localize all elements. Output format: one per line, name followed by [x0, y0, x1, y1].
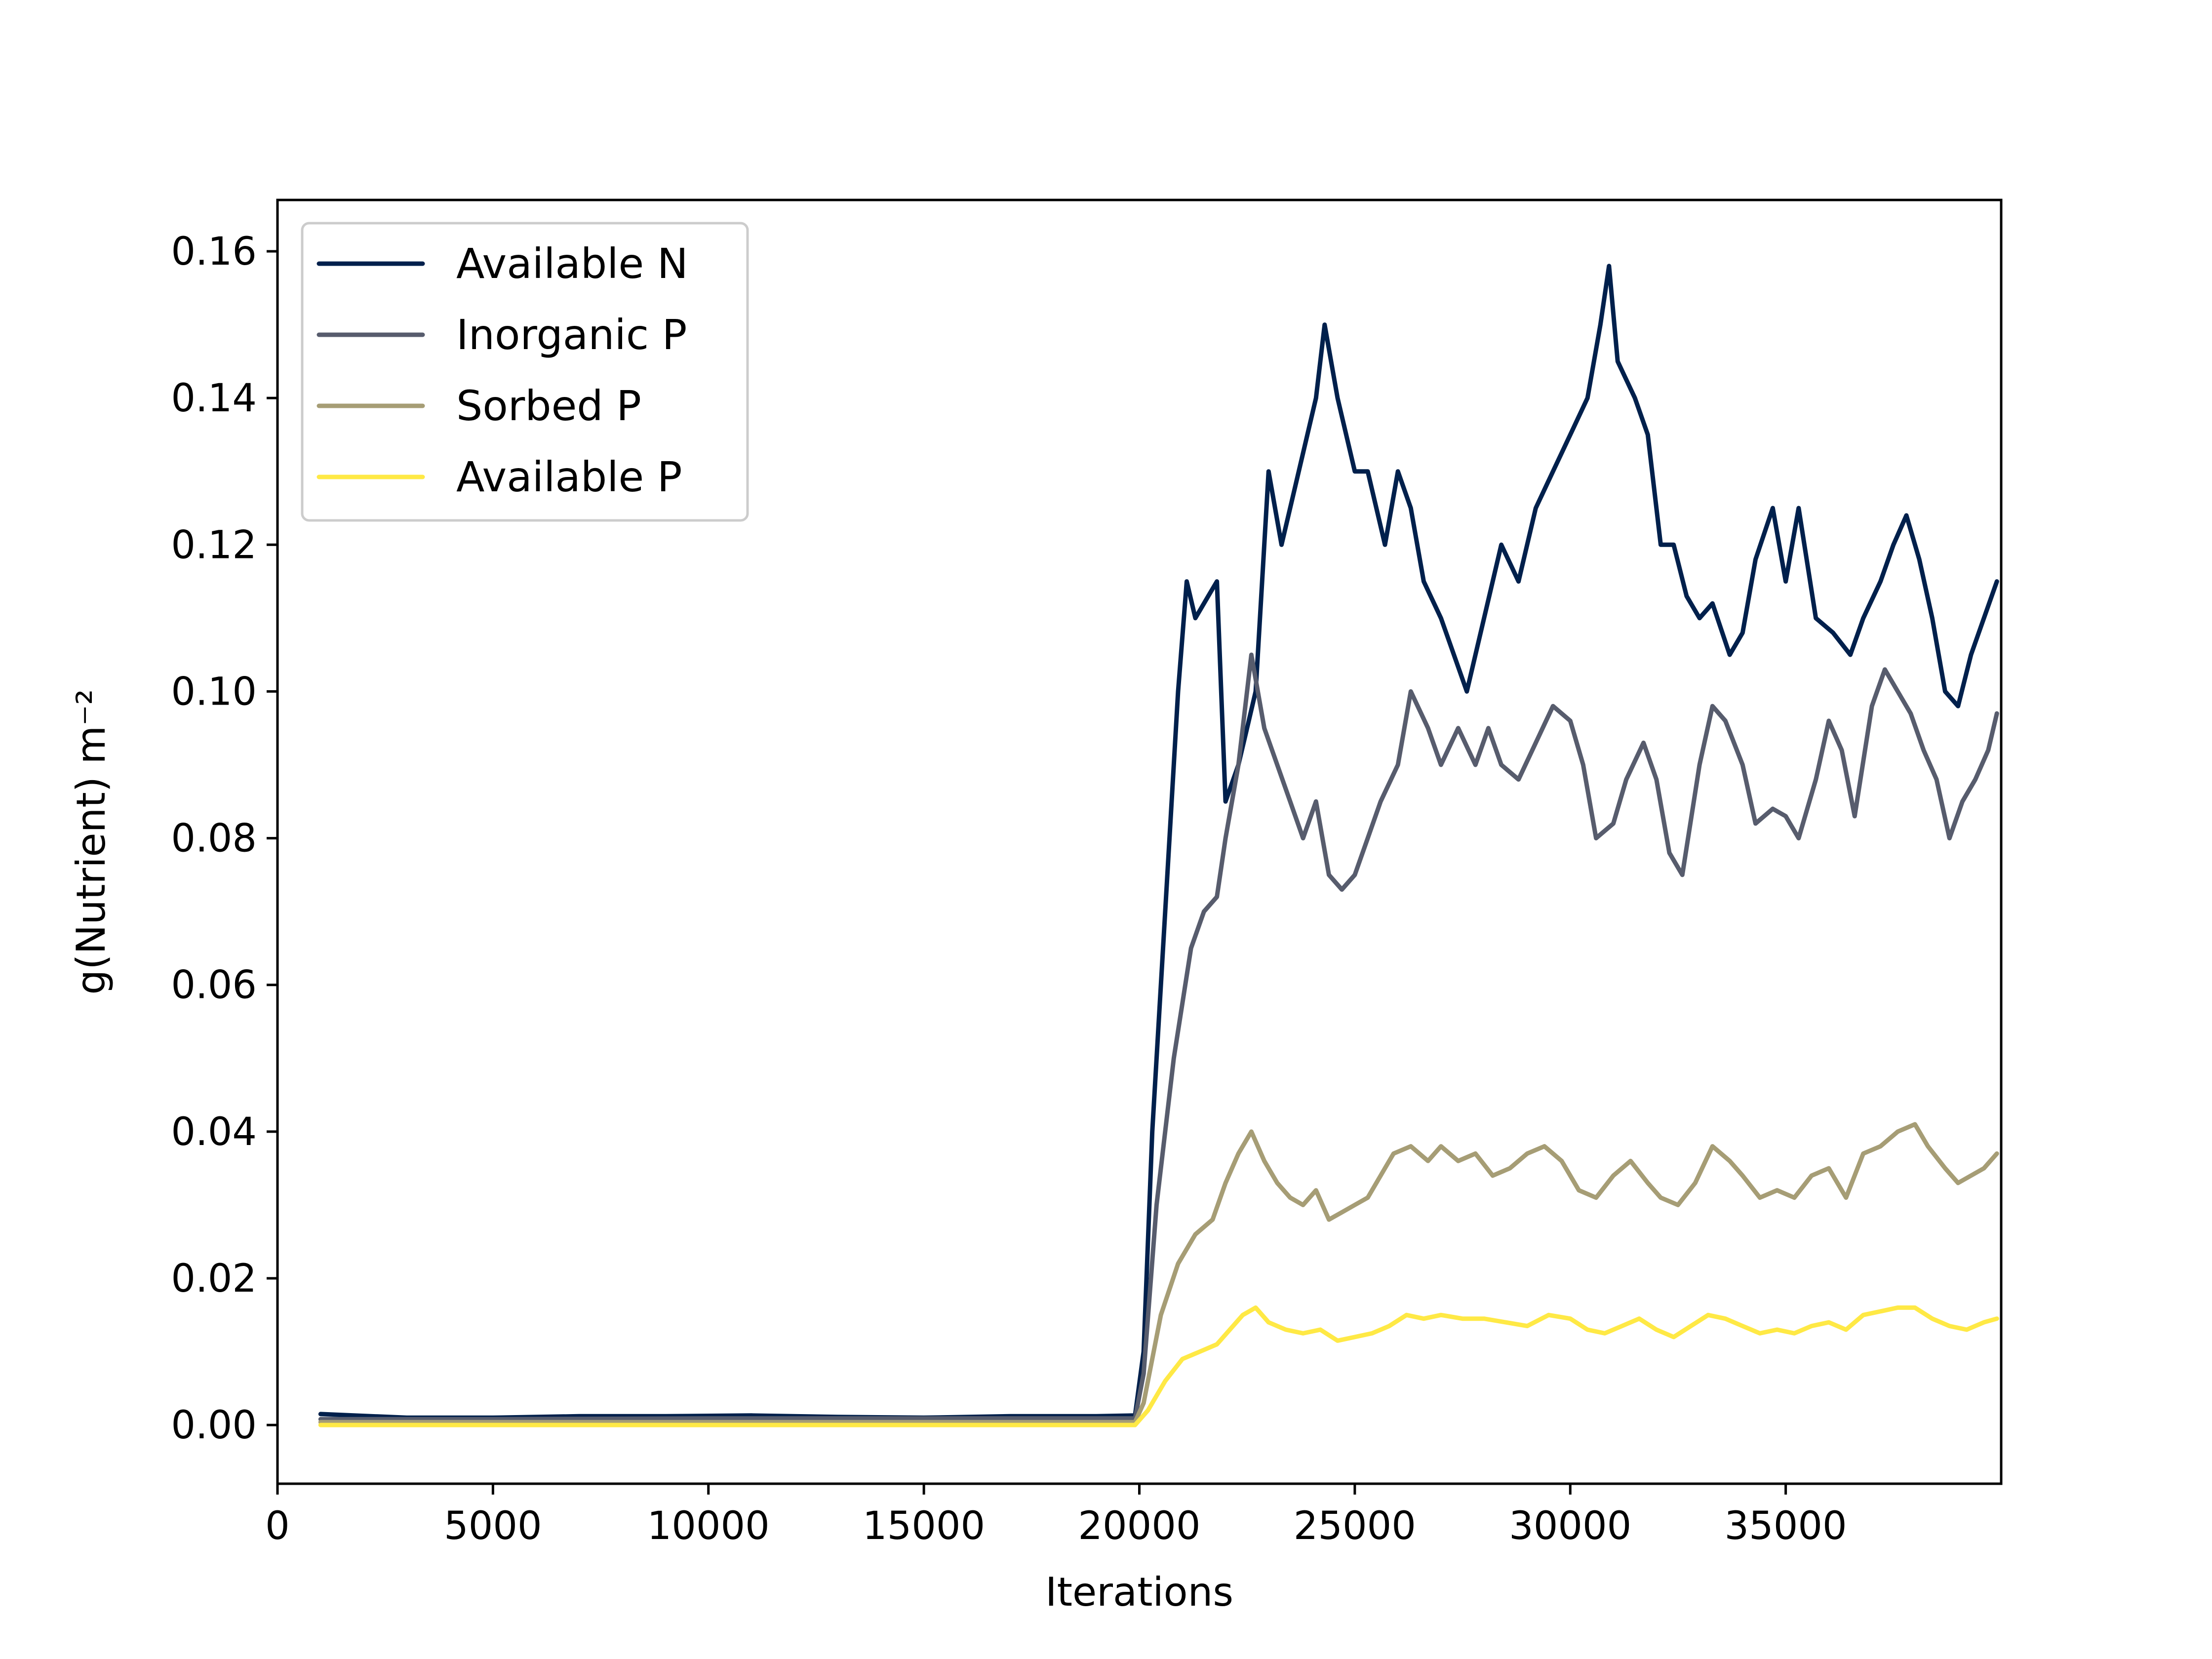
legend-box — [301, 222, 749, 522]
y-tick-label: 0.10 — [171, 670, 257, 714]
y-tick-label: 0.08 — [171, 817, 257, 861]
y-tick-label: 0.12 — [171, 523, 257, 567]
x-tick-label: 20000 — [1078, 1504, 1200, 1548]
y-axis-title: g(Nutrient) m⁻² — [68, 689, 114, 994]
legend: Available N Inorganic P Sorbed P Available … — [301, 222, 749, 522]
legend-label: Inorganic P — [456, 311, 687, 359]
y-tick-label: 0.14 — [171, 376, 257, 421]
x-tick-label: 0 — [265, 1504, 290, 1548]
x-tick-label: 35000 — [1725, 1504, 1847, 1548]
legend-label: Sorbed P — [456, 382, 641, 430]
x-tick-label: 25000 — [1294, 1504, 1416, 1548]
series-layer — [318, 264, 1999, 1427]
y-tick-label: 0.00 — [171, 1403, 257, 1448]
x-tick-label: 30000 — [1509, 1504, 1631, 1548]
legend-label: Available N — [456, 239, 688, 288]
x-tick-label: 15000 — [863, 1504, 985, 1548]
x-tick-label: 5000 — [444, 1504, 542, 1548]
y-tick-label: 0.04 — [171, 1110, 257, 1154]
x-axis-title: Iterations — [1045, 1569, 1233, 1615]
y-axis: 0.00 0.02 0.04 0.06 0.08 0.10 0.12 0.14 0.16 — [171, 230, 277, 1448]
x-tick-label: 10000 — [647, 1504, 770, 1548]
series-line-available-n — [318, 264, 1999, 1420]
series-line-sorbed-p — [318, 1122, 1999, 1424]
x-axis: 0 5000 10000 15000 20000 25000 30000 35000 — [265, 1484, 1847, 1548]
legend-label: Available P — [456, 453, 682, 501]
y-tick-label: 0.16 — [171, 230, 257, 274]
series-line-inorganic-p — [318, 652, 1999, 1422]
y-tick-label: 0.02 — [171, 1257, 257, 1301]
series-line-available-p — [318, 1305, 1999, 1427]
y-tick-label: 0.06 — [171, 963, 257, 1008]
